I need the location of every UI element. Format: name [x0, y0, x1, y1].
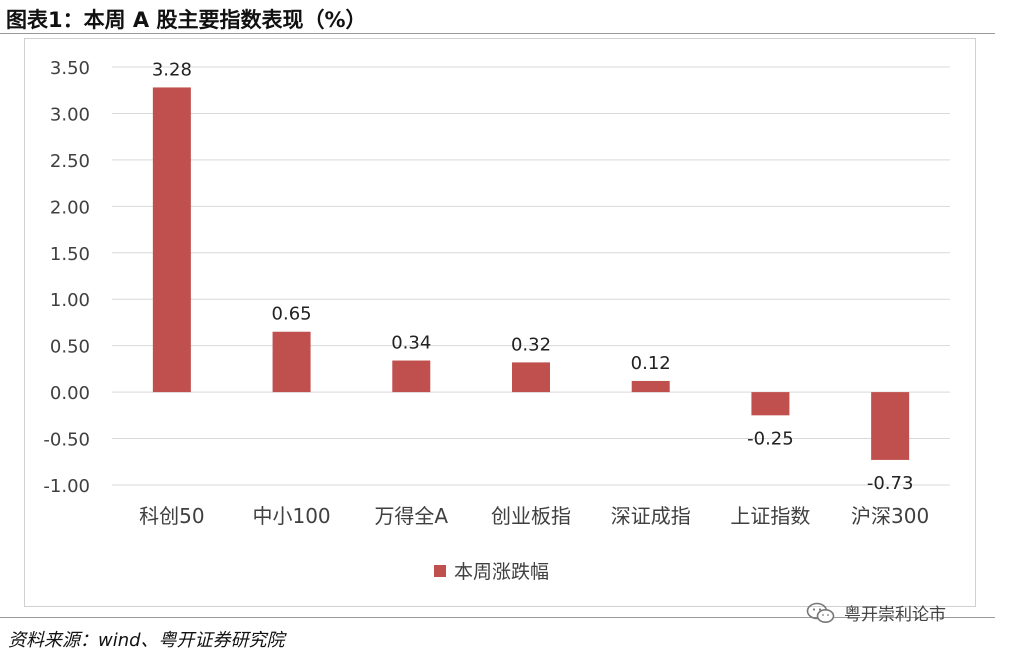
legend-label: 本周涨跌幅	[454, 561, 549, 583]
data-label: 0.34	[391, 333, 431, 354]
wechat-icon	[806, 602, 835, 623]
data-label: 0.12	[631, 353, 671, 374]
x-tick-label: 沪深300	[851, 504, 929, 528]
bar	[751, 392, 790, 416]
y-tick-label: 2.00	[50, 197, 90, 218]
bar	[152, 87, 191, 393]
y-tick-label: 0.00	[50, 383, 90, 404]
x-tick-label: 创业板指	[491, 504, 571, 528]
y-tick-label: 1.50	[50, 244, 90, 265]
y-tick-label: 1.00	[50, 290, 90, 311]
data-label: 3.28	[152, 59, 192, 80]
y-tick-label: -1.00	[43, 476, 90, 497]
data-label: -0.25	[747, 428, 794, 449]
data-label: -0.73	[867, 473, 914, 494]
bar	[871, 392, 910, 460]
y-tick-label: -0.50	[43, 430, 90, 451]
figure-title: 图表1：本周 A 股主要指数表现（%）	[6, 8, 367, 32]
x-tick-label: 万得全A	[374, 504, 448, 528]
source-note: 资料来源：wind、粤开证券研究院	[8, 630, 285, 651]
data-label: 0.32	[511, 334, 551, 355]
legend-swatch	[434, 565, 446, 577]
watermark: 粤开崇利论市	[806, 600, 946, 625]
bar	[512, 362, 550, 393]
y-tick-label: 3.00	[50, 104, 90, 125]
bar	[272, 331, 311, 393]
data-label: 0.65	[272, 304, 312, 325]
y-tick-label: 2.50	[50, 151, 90, 172]
source-divider	[0, 617, 995, 618]
x-tick-label: 中小100	[252, 504, 330, 528]
y-tick-label: 3.50	[50, 58, 90, 79]
x-tick-label: 深证成指	[611, 504, 691, 528]
y-tick-label: 0.50	[50, 337, 90, 358]
watermark-text: 粤开崇利论市	[844, 605, 946, 625]
x-tick-label: 科创50	[139, 504, 204, 528]
bar	[392, 360, 431, 393]
title-divider	[0, 33, 995, 34]
x-tick-label: 上证指数	[730, 504, 810, 528]
bar	[631, 380, 670, 393]
chart-frame	[24, 38, 976, 607]
